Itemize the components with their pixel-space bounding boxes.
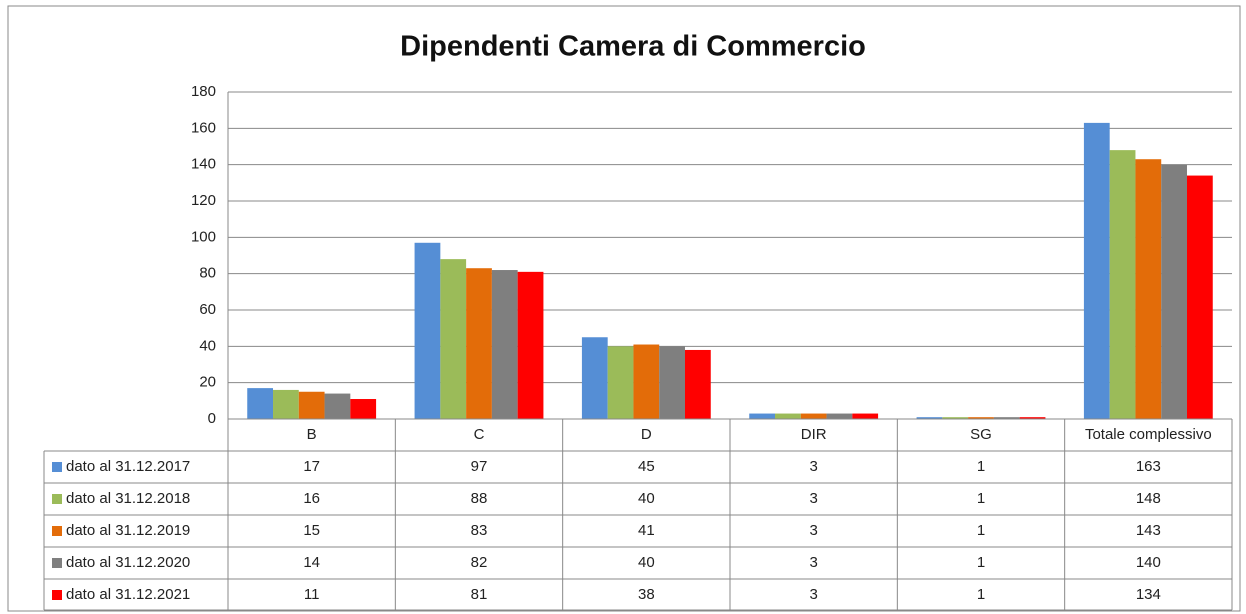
- y-tick-label: 140: [191, 156, 216, 173]
- table-value: 3: [809, 458, 817, 475]
- table-value: 1: [977, 554, 985, 571]
- table-value: 134: [1136, 586, 1161, 603]
- table-value: 88: [471, 490, 488, 507]
- x-tick-label: B: [307, 426, 317, 443]
- table-value: 14: [303, 554, 320, 571]
- bar: [298, 391, 325, 419]
- x-tick-label: SG: [970, 426, 992, 443]
- bar: [1083, 122, 1110, 419]
- y-tick-label: 40: [199, 337, 216, 354]
- legend-label: dato al 31.12.2019: [66, 522, 190, 539]
- y-tick-label: 80: [199, 265, 216, 282]
- table-value: 163: [1136, 458, 1161, 475]
- bar: [942, 417, 969, 419]
- x-tick-label: DIR: [801, 426, 827, 443]
- y-tick-label: 0: [208, 410, 216, 427]
- table-value: 1: [977, 458, 985, 475]
- legend-label: dato al 31.12.2021: [66, 586, 190, 603]
- bar: [684, 349, 711, 419]
- table-value: 3: [809, 586, 817, 603]
- bar: [466, 268, 492, 419]
- table-value: 15: [303, 522, 320, 539]
- bar: [581, 337, 608, 419]
- y-tick-label: 60: [199, 301, 216, 318]
- y-tick-label: 160: [191, 119, 216, 136]
- bar: [1186, 175, 1213, 419]
- legend-label: dato al 31.12.2018: [66, 490, 190, 507]
- chart-frame: [7, 5, 1241, 612]
- bar: [1019, 417, 1046, 419]
- table-value: 11: [304, 586, 320, 603]
- legend-key: [52, 494, 62, 504]
- y-tick-label: 20: [199, 374, 216, 391]
- table-value: 1: [977, 522, 985, 539]
- table-value: 3: [809, 554, 817, 571]
- table-value: 3: [809, 490, 817, 507]
- legend-key: [52, 558, 62, 568]
- bar: [826, 413, 853, 419]
- table-value: 45: [638, 458, 655, 475]
- bar: [324, 393, 351, 419]
- y-tick-label: 100: [191, 228, 216, 245]
- bar: [414, 242, 441, 419]
- table-value: 97: [471, 458, 488, 475]
- bar: [350, 399, 377, 419]
- table-value: 140: [1136, 554, 1161, 571]
- legend-key: [52, 526, 62, 536]
- bar: [775, 413, 801, 419]
- y-tick-label: 180: [191, 83, 216, 100]
- bar: [916, 417, 943, 419]
- bar: [1109, 150, 1136, 419]
- table-value: 82: [471, 554, 488, 571]
- legend-label: dato al 31.12.2017: [66, 458, 190, 475]
- legend-key: [52, 462, 62, 472]
- x-tick-label: Totale complessivo: [1085, 426, 1212, 443]
- table-value: 81: [471, 586, 488, 603]
- chart-title: Dipendenti Camera di Commercio: [400, 31, 866, 63]
- table-value: 83: [471, 522, 488, 539]
- table-value: 17: [303, 458, 320, 475]
- table-value: 1: [977, 490, 985, 507]
- x-tick-label: C: [474, 426, 485, 443]
- bar: [1161, 164, 1187, 419]
- bar: [659, 346, 685, 419]
- bar: [993, 417, 1020, 419]
- table-value: 41: [638, 522, 655, 539]
- table-value: 40: [638, 490, 655, 507]
- bar: [273, 389, 299, 419]
- bar: [247, 388, 274, 419]
- table-value: 38: [638, 586, 655, 603]
- bar: [968, 417, 994, 419]
- table-value: 143: [1136, 522, 1161, 539]
- bar: [440, 259, 467, 419]
- bar: [491, 270, 518, 419]
- x-tick-label: D: [641, 426, 652, 443]
- table-value: 1: [977, 586, 985, 603]
- bar: [749, 413, 776, 419]
- table-value: 3: [809, 522, 817, 539]
- bar: [633, 344, 660, 419]
- table-value: 40: [638, 554, 655, 571]
- bar: [517, 271, 544, 419]
- bar: [800, 413, 827, 419]
- table-value: 148: [1136, 490, 1161, 507]
- legend-key: [52, 590, 62, 600]
- table-value: 16: [303, 490, 320, 507]
- bar: [852, 413, 879, 419]
- bar: [1135, 159, 1162, 419]
- y-tick-label: 120: [191, 192, 216, 209]
- legend-label: dato al 31.12.2020: [66, 554, 190, 571]
- bar: [607, 346, 634, 419]
